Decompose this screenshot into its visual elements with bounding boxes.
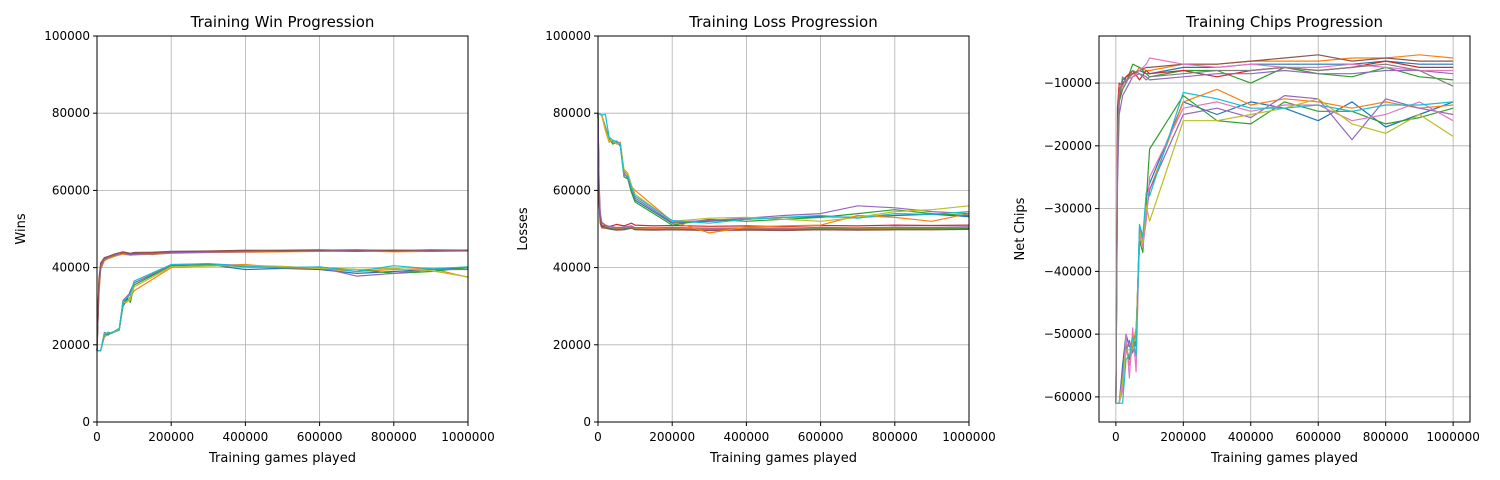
- loss-x-tick-label: 1000000: [942, 430, 995, 444]
- win-chart: 0 200000 400000 600000 800000 1000000 0 20000 40…: [14, 13, 495, 466]
- loss-x-axis-label: Training games played: [709, 451, 857, 466]
- loss-y-tick-label: 80000: [553, 106, 591, 120]
- win-x-tick-label: 800000: [371, 430, 417, 444]
- chips-x-tick-label: 0: [1112, 430, 1120, 444]
- chips-series-line-5: [1115, 69, 1454, 404]
- win-y-tick-label: 100000: [44, 29, 90, 43]
- chips-axes-frame: [1098, 35, 1471, 423]
- loss-x-tick-label: 400000: [723, 430, 769, 444]
- chips-series-line-6: [1115, 54, 1454, 404]
- loss-series-line-4: [597, 113, 970, 228]
- loss-y-axis-label: Losses: [516, 207, 531, 251]
- win-x-tick-label: 0: [93, 430, 101, 444]
- chips-y-axis-label: Net Chips: [1013, 197, 1028, 260]
- win-x-tick-label: 1000000: [441, 430, 494, 444]
- win-y-tick-label: 0: [82, 415, 90, 429]
- chips-x-tick-label: 200000: [1160, 430, 1206, 444]
- chips-y-tick-label: −30000: [1044, 202, 1092, 216]
- loss-axes-frame: [597, 35, 970, 423]
- chips-series-line-7: [1115, 57, 1454, 404]
- win-y-axis-label: Wins: [14, 213, 29, 244]
- chips-y-tick-label: −20000: [1044, 139, 1092, 153]
- chips-series-line-8: [1115, 63, 1454, 404]
- win-x-tick-label: 600000: [297, 430, 343, 444]
- chips-y-tick-label: −50000: [1044, 327, 1092, 341]
- loss-y-tick-label: 0: [583, 415, 591, 429]
- chips-y-tick-label: −40000: [1044, 264, 1092, 278]
- loss-x-tick-label: 800000: [872, 430, 918, 444]
- loss-chart: 0 200000 400000 600000 800000 1000000 0 20000 40…: [516, 13, 996, 466]
- win-x-axis-label: Training games played: [208, 451, 356, 466]
- chips-chart-title: Training Chips Progression: [1185, 13, 1383, 31]
- loss-x-tick-label: 200000: [649, 430, 695, 444]
- loss-y-tick-label: 40000: [553, 261, 591, 275]
- loss-y-tick-label: 20000: [553, 338, 591, 352]
- chips-series-line-14: [1115, 98, 1454, 404]
- win-axes-frame: [96, 35, 469, 423]
- loss-y-tick-label: 100000: [545, 29, 591, 43]
- loss-x-tick-label: 600000: [798, 430, 844, 444]
- win-series-line-6: [96, 249, 469, 351]
- win-x-tick-label: 400000: [222, 430, 268, 444]
- chips-series-line-3: [1115, 63, 1454, 404]
- win-y-tick-label: 60000: [52, 183, 90, 197]
- win-y-tick-label: 40000: [52, 261, 90, 275]
- chips-chart: 0 200000 400000 600000 800000 1000000 −60000 −5…: [1013, 13, 1480, 466]
- chips-x-tick-label: 1000000: [1426, 430, 1479, 444]
- loss-x-tick-label: 0: [594, 430, 602, 444]
- win-series-line-12: [97, 263, 469, 352]
- loss-chart-title: Training Loss Progression: [688, 13, 878, 31]
- chips-x-tick-label: 400000: [1228, 430, 1274, 444]
- win-y-tick-label: 20000: [52, 338, 90, 352]
- loss-series-line-5: [597, 113, 970, 232]
- chips-x-tick-label: 800000: [1363, 430, 1409, 444]
- loss-y-tick-label: 60000: [553, 183, 591, 197]
- loss-series-line-6: [597, 113, 970, 229]
- chips-series-line-15: [1115, 91, 1454, 404]
- loss-series-line-12: [597, 112, 970, 224]
- win-x-tick-label: 200000: [148, 430, 194, 444]
- chips-x-tick-label: 600000: [1295, 430, 1341, 444]
- win-y-tick-label: 80000: [52, 106, 90, 120]
- loss-series-line-2: [597, 113, 970, 230]
- chips-y-tick-label: −10000: [1044, 76, 1092, 90]
- chips-y-tick-label: −60000: [1044, 390, 1092, 404]
- win-chart-title: Training Win Progression: [190, 13, 375, 31]
- chips-x-axis-label: Training games played: [1210, 451, 1358, 466]
- chips-series-line-13: [1115, 101, 1454, 404]
